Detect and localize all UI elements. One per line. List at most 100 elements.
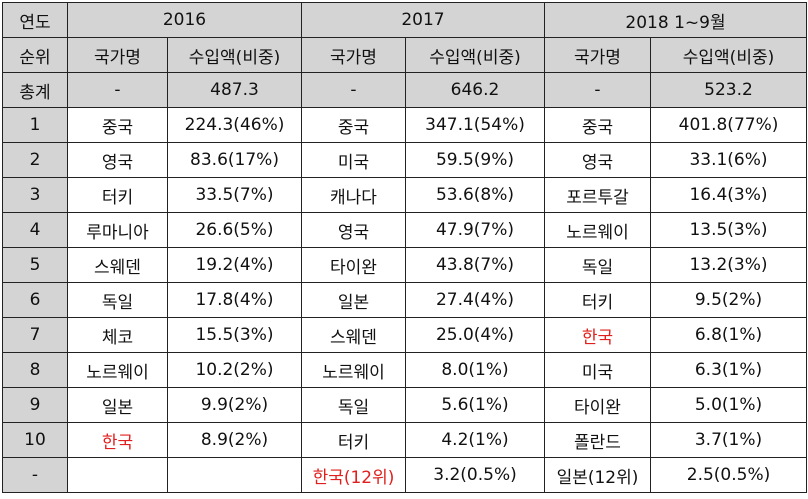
rank-cell: 6 <box>2 282 68 318</box>
amount-cell: 17.8(4%) <box>167 282 302 318</box>
table-row: 6 독일 17.8(4%) 일본 27.4(4%) 터키 9.5(2%) <box>2 282 807 318</box>
rank-cell: 7 <box>2 317 68 353</box>
amount-cell: 26.6(5%) <box>167 212 302 248</box>
amount-cell: 8.0(1%) <box>405 352 545 388</box>
country-cell: 폴란드 <box>544 422 651 458</box>
table-row: - 한국(12위) 3.2(0.5%) 일본(12위) 2.5(0.5%) <box>2 457 807 493</box>
country-cell: 터키 <box>301 422 406 458</box>
country-cell: 일본(12위) <box>544 457 651 493</box>
country-cell: 한국 <box>67 422 168 458</box>
amount-cell: 8.9(2%) <box>167 422 302 458</box>
amount-header: 수입액(비중) <box>167 37 302 73</box>
country-cell: 한국(12위) <box>301 457 406 493</box>
country-cell: 루마니아 <box>67 212 168 248</box>
country-cell: 스웨덴 <box>301 317 406 353</box>
amount-cell: 83.6(17%) <box>167 142 302 178</box>
amount-cell: 25.0(4%) <box>405 317 545 353</box>
amount-cell: 13.2(3%) <box>650 247 807 283</box>
rank-cell: 5 <box>2 247 68 283</box>
amount-cell: 33.5(7%) <box>167 177 302 213</box>
amount-header: 수입액(비중) <box>650 37 807 73</box>
total-amount-cell: 646.2 <box>405 72 545 108</box>
country-cell: 중국 <box>67 107 168 143</box>
country-cell: 노르웨이 <box>301 352 406 388</box>
amount-cell: 15.5(3%) <box>167 317 302 353</box>
year-header-2016: 2016 <box>67 2 302 38</box>
total-amount-cell: 523.2 <box>650 72 807 108</box>
amount-cell: 401.8(77%) <box>650 107 807 143</box>
total-label: 총계 <box>2 72 68 108</box>
corner-header: 연도 <box>2 2 68 38</box>
amount-cell: 3.2(0.5%) <box>405 457 545 493</box>
country-cell: 타이완 <box>544 387 651 423</box>
amount-cell: 5.0(1%) <box>650 387 807 423</box>
amount-cell: 13.5(3%) <box>650 212 807 248</box>
amount-cell: 19.2(4%) <box>167 247 302 283</box>
amount-cell: 5.6(1%) <box>405 387 545 423</box>
amount-cell <box>167 457 302 493</box>
amount-cell: 6.8(1%) <box>650 317 807 353</box>
country-cell <box>67 457 168 493</box>
rank-header: 순위 <box>2 37 68 73</box>
amount-cell: 47.9(7%) <box>405 212 545 248</box>
country-cell: 미국 <box>544 352 651 388</box>
amount-cell: 224.3(46%) <box>167 107 302 143</box>
rank-cell: 10 <box>2 422 68 458</box>
table-row: 10 한국 8.9(2%) 터키 4.2(1%) 폴란드 3.7(1%) <box>2 422 807 458</box>
country-cell: 영국 <box>301 212 406 248</box>
table-row: 5 스웨덴 19.2(4%) 타이완 43.8(7%) 독일 13.2(3%) <box>2 247 807 283</box>
rank-cell: 8 <box>2 352 68 388</box>
country-cell: 노르웨이 <box>544 212 651 248</box>
table-row: 9 일본 9.9(2%) 독일 5.6(1%) 타이완 5.0(1%) <box>2 387 807 423</box>
country-header: 국가명 <box>301 37 406 73</box>
amount-cell: 53.6(8%) <box>405 177 545 213</box>
amount-cell: 2.5(0.5%) <box>650 457 807 493</box>
country-cell: 스웨덴 <box>67 247 168 283</box>
amount-cell: 6.3(1%) <box>650 352 807 388</box>
amount-cell: 10.2(2%) <box>167 352 302 388</box>
country-cell: 노르웨이 <box>67 352 168 388</box>
amount-cell: 27.4(4%) <box>405 282 545 318</box>
table-row: 3 터키 33.5(7%) 캐나다 53.6(8%) 포르투갈 16.4(3%) <box>2 177 807 213</box>
table-row: 2 영국 83.6(17%) 미국 59.5(9%) 영국 33.1(6%) <box>2 142 807 178</box>
rank-cell: 1 <box>2 107 68 143</box>
table-row: 8 노르웨이 10.2(2%) 노르웨이 8.0(1%) 미국 6.3(1%) <box>2 352 807 388</box>
table-row: 7 체코 15.5(3%) 스웨덴 25.0(4%) 한국 6.8(1%) <box>2 317 807 353</box>
country-cell: 일본 <box>301 282 406 318</box>
rank-cell: - <box>2 457 68 493</box>
country-cell: 독일 <box>544 247 651 283</box>
country-cell: 캐나다 <box>301 177 406 213</box>
rank-cell: 4 <box>2 212 68 248</box>
country-cell: 독일 <box>67 282 168 318</box>
country-cell: 영국 <box>544 142 651 178</box>
amount-cell: 3.7(1%) <box>650 422 807 458</box>
amount-cell: 4.2(1%) <box>405 422 545 458</box>
amount-cell: 43.8(7%) <box>405 247 545 283</box>
table-row: 4 루마니아 26.6(5%) 영국 47.9(7%) 노르웨이 13.5(3%) <box>2 212 807 248</box>
amount-cell: 9.5(2%) <box>650 282 807 318</box>
total-row: 총계 - 487.3 - 646.2 - 523.2 <box>2 72 807 108</box>
rank-cell: 3 <box>2 177 68 213</box>
amount-cell: 9.9(2%) <box>167 387 302 423</box>
country-header: 국가명 <box>544 37 651 73</box>
country-cell: 일본 <box>67 387 168 423</box>
amount-cell: 347.1(54%) <box>405 107 545 143</box>
country-cell: 체코 <box>67 317 168 353</box>
amount-cell: 59.5(9%) <box>405 142 545 178</box>
country-cell: 미국 <box>301 142 406 178</box>
amount-header: 수입액(비중) <box>405 37 545 73</box>
country-header: 국가명 <box>67 37 168 73</box>
country-cell: 터키 <box>67 177 168 213</box>
total-country-cell: - <box>67 72 168 108</box>
year-header-row: 연도 2016 2017 2018 1~9월 <box>2 2 807 38</box>
year-header-2018: 2018 1~9월 <box>544 2 807 38</box>
country-cell: 영국 <box>67 142 168 178</box>
rank-cell: 9 <box>2 387 68 423</box>
amount-cell: 16.4(3%) <box>650 177 807 213</box>
country-cell: 포르투갈 <box>544 177 651 213</box>
country-cell: 타이완 <box>301 247 406 283</box>
country-cell: 독일 <box>301 387 406 423</box>
country-cell: 한국 <box>544 317 651 353</box>
country-cell: 중국 <box>544 107 651 143</box>
